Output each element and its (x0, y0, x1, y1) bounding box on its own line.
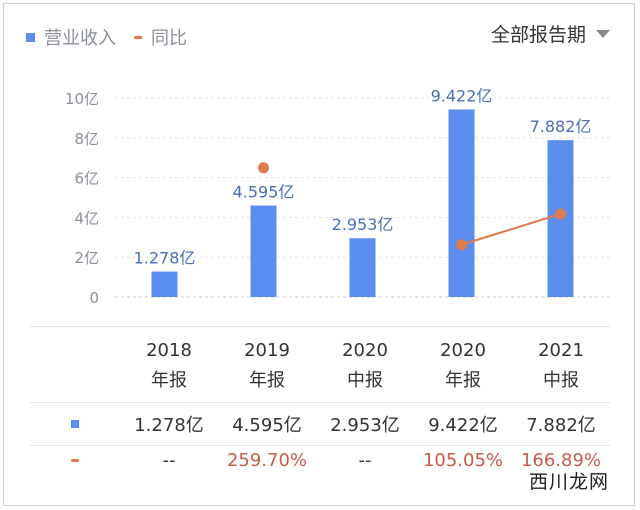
bar-swatch-icon (26, 32, 35, 42)
legend-revenue-label: 营业收入 (44, 28, 116, 49)
header-cell: 2019 年报 (244, 340, 290, 391)
caret-down-icon (596, 29, 610, 38)
table-cell: 9.422亿 (428, 415, 498, 436)
table-cell: 166.89% (520, 449, 602, 471)
yoy-point (258, 162, 269, 174)
table-cell: 4.595亿 (232, 415, 302, 436)
table-cell: 259.70% (226, 449, 308, 471)
yoy-line-segment (461, 213, 561, 246)
bar-value-label: 2.953亿 (332, 215, 394, 234)
table-cell: -- (162, 449, 176, 471)
y-tick-label: 2亿 (74, 249, 99, 267)
header-cell: 2021 中报 (538, 340, 584, 391)
header-cell: 2018 年报 (146, 340, 192, 391)
revenue-chart: 0 2亿 4亿 6亿 8亿 10亿 1.278亿 4.595亿 2.953亿 9.422亿 7.8… (65, 87, 610, 307)
table-cell: 2.953亿 (330, 415, 400, 436)
y-tick-label: 8亿 (74, 130, 99, 148)
legend-yoy-label: 同比 (151, 28, 187, 49)
bar (151, 271, 178, 297)
table-row-yoy: -- 259.70% -- 105.05% 166.89% (30, 446, 610, 474)
line-swatch-icon (134, 35, 142, 39)
table-cell: 7.882亿 (526, 415, 596, 436)
bar (448, 109, 475, 297)
table-header-row: 2018 年报 2019 年报 2020 中报 2020 年报 2021 中报 (30, 327, 610, 403)
legend-item-yoy[interactable]: 同比 (134, 24, 187, 50)
table-row-revenue: 1.278亿 4.595亿 2.953亿 9.422亿 7.882亿 (30, 403, 610, 446)
period-dropdown-label: 全部报告期 (490, 24, 586, 46)
bar-value-label: 4.595亿 (233, 183, 295, 202)
table-cell: -- (358, 449, 372, 471)
y-tick-label: 10亿 (65, 90, 99, 108)
legend-item-revenue[interactable]: 营业收入 (26, 24, 116, 50)
bar (250, 205, 277, 297)
bar-swatch-icon (71, 420, 79, 428)
y-tick-label: 6亿 (74, 170, 99, 188)
header-cell: 2020 中报 (342, 340, 388, 391)
yoy-point (456, 239, 467, 251)
yoy-point (555, 208, 566, 220)
bar (349, 238, 376, 297)
y-tick-label: 4亿 (74, 209, 99, 227)
table-cell: 105.05% (422, 449, 504, 471)
bar-value-label: 9.422亿 (431, 87, 493, 106)
data-table: 2018 年报 2019 年报 2020 中报 2020 年报 2021 中报 1.278… (30, 326, 610, 471)
bar-value-label: 7.882亿 (530, 117, 592, 136)
table-cell: 1.278亿 (134, 415, 204, 436)
period-dropdown[interactable]: 全部报告期 (491, 20, 610, 47)
chart-card (3, 3, 635, 506)
y-tick-label: 0 (89, 289, 99, 307)
legend: 营业收入 同比 (26, 24, 187, 50)
bar-value-label: 1.278亿 (134, 249, 196, 268)
line-swatch-icon (71, 458, 79, 462)
watermark: 西川龙网 (525, 467, 612, 494)
header-cell: 2020 年报 (440, 340, 486, 391)
